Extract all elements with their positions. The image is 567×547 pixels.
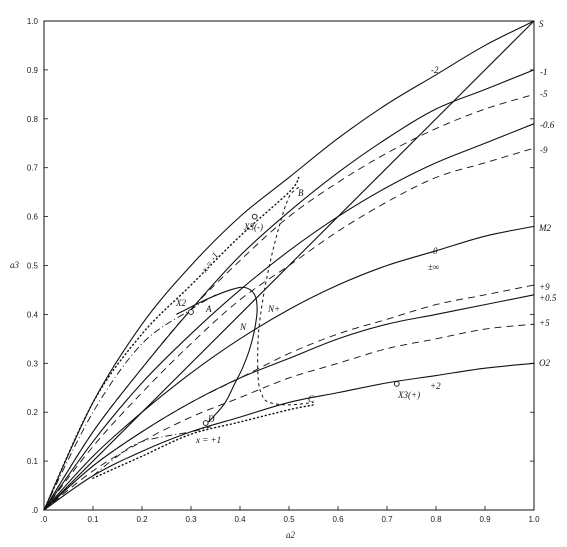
label-plus5: +5 [539,318,550,328]
x-tick-label: 0.4 [234,515,246,524]
y-tick-label: 0.1 [27,457,39,466]
label-minus2: -2 [431,65,439,75]
label-N-plus: N+ [267,304,280,314]
label-X3-minus: X3(-) [243,222,263,232]
y-tick-label: 0.8 [27,115,39,124]
label-N: N [239,322,247,332]
series-line-0-5 [43,294,535,511]
series-line-5 [43,93,535,511]
annotations: -2 0 ±∞ +2 x = -1 x = +1 N N+ A B C D X2… [175,65,441,445]
label-X2: X2 [175,298,186,308]
point-x2 [188,309,194,315]
x-tick-label: 1.0 [528,515,540,524]
series-line-5 [43,323,535,511]
label-S: S [539,19,544,29]
label-D: D [207,414,215,424]
x-tick-label: 0.5 [283,515,295,524]
y-tick-label: .0 [31,506,38,515]
label-O2: O2 [539,358,550,368]
label-minus0-6: -0.6 [540,120,555,130]
x-tick-label: 0.9 [479,515,491,524]
label-X3-plus: X3(+) [397,390,420,400]
x-tick-label: 0.2 [136,515,148,524]
x-axis-label: a2 [286,530,296,540]
label-plus9: +9 [539,282,550,292]
y-axis-label: a3 [10,260,20,270]
series-line-o2 [43,362,535,511]
label-x-plus1: x = +1 [195,435,221,445]
x-tick-label: 0.1 [87,515,99,524]
label-plus2: +2 [430,381,441,391]
point-x3 [251,213,258,220]
point-d [202,420,209,426]
label-B: B [298,188,304,198]
y-tick-label: 0.7 [27,164,39,173]
label-plus0-5: +0.5 [539,293,557,303]
x-tick-label: 0.8 [430,515,442,524]
point-x3 [393,380,400,387]
y-tick-label: 0.5 [27,262,39,271]
label-minus1: -1 [540,67,548,77]
series-line-x-1 [92,404,315,479]
x-tick-label: 0.7 [381,515,393,524]
label-A: A [205,304,212,314]
series-line-0-6 [43,123,535,511]
series-line-m2 [43,225,535,511]
series-line-n [176,286,258,425]
series-line-x2-envelope-lower [92,426,211,477]
x-tick-label: .0 [41,515,48,524]
x-tick-label: 0.6 [332,515,344,524]
series-line-n [257,186,314,406]
series-line-2 [43,20,535,511]
series-lines [43,20,535,511]
series-line-1 [43,69,535,511]
series-line-x2-envelope [43,294,216,511]
label-M2: M2 [538,223,551,233]
series-line-x-1 [43,176,300,511]
special-points [188,213,400,426]
right-labels: S -1 -5 -0.6 -9 M2 +9 +0.5 +5 O2 [538,19,557,368]
x-tick-label: 0.3 [185,515,197,524]
y-tick-label: 0.2 [27,408,39,417]
y-tick-label: 1.0 [27,17,39,26]
label-pm-infinity: ±∞ [428,262,439,272]
y-tick-label: 0.4 [27,310,39,319]
label-C: C [308,394,315,404]
label-zero: 0 [433,246,438,256]
series-line-9 [43,284,535,511]
y-tick-labels: .0 0.1 0.2 0.3 0.4 0.5 0.6 0.7 0.8 0.9 1.0 [27,17,39,515]
label-minus5: -5 [540,89,548,99]
y-tick-label: 0.9 [27,66,39,75]
series-line-diagonal-s [43,20,535,511]
series-line-9 [43,147,535,511]
x-tick-labels: .0 0.1 0.2 0.3 0.4 0.5 0.6 0.7 0.8 0.9 1.0 [41,515,540,524]
label-minus9: -9 [540,145,548,155]
y-tick-label: 0.3 [27,359,39,368]
y-tick-label: 0.6 [27,213,39,222]
